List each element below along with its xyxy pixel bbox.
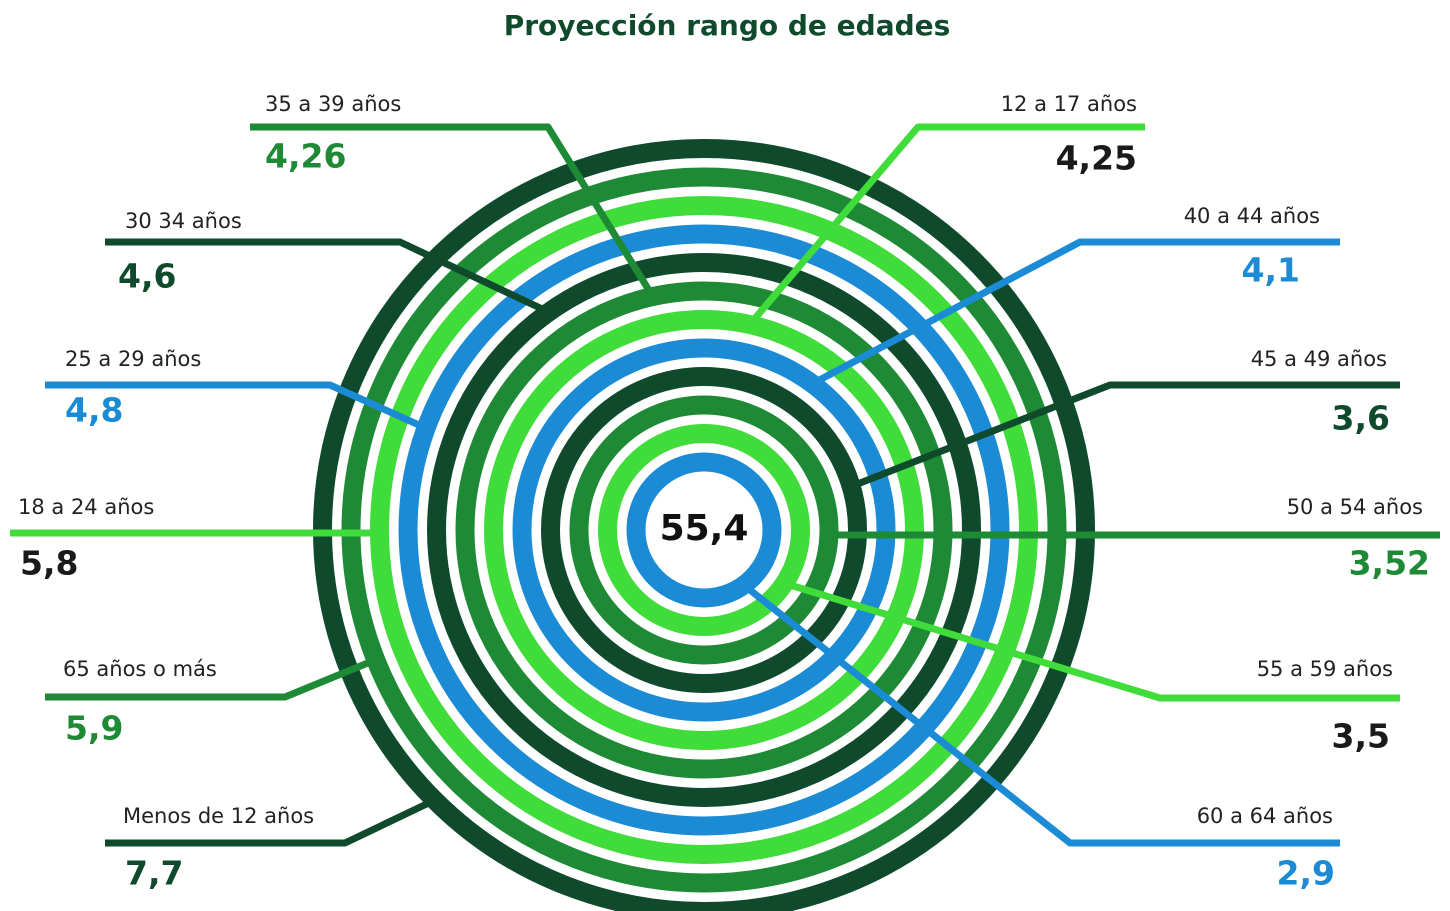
age-value: 4,6: [118, 257, 176, 296]
age-value: 4,8: [65, 391, 123, 430]
age-label: 45 a 49 años: [1251, 347, 1387, 371]
ring: [541, 367, 867, 693]
rings: [313, 139, 1095, 911]
leader-line: [105, 796, 437, 847]
age-value: 3,5: [1332, 717, 1390, 756]
age-label: 55 a 59 años: [1257, 657, 1393, 681]
leader-line: [788, 581, 1400, 702]
ring: [398, 224, 1010, 836]
age-label: 12 a 17 años: [1001, 92, 1137, 116]
age-label: 25 a 29 años: [65, 347, 201, 371]
age-value: 7,7: [125, 854, 183, 893]
ring: [455, 281, 953, 779]
age-label: 65 años o más: [63, 657, 217, 681]
leader-line: [45, 656, 377, 701]
leader-line: [808, 238, 1340, 389]
age-label: 35 a 39 años: [265, 92, 401, 116]
ring: [598, 424, 810, 636]
age-value: 5,9: [65, 709, 123, 748]
ring: [484, 310, 924, 750]
leader-line: [45, 381, 432, 434]
ring: [427, 253, 981, 807]
age-label: 40 a 44 años: [1184, 204, 1320, 228]
leader-line: [105, 238, 557, 319]
age-value: 5,8: [20, 544, 78, 583]
age-value: 2,9: [1277, 854, 1335, 893]
leader-line: [742, 123, 1145, 333]
age-value: 4,25: [1056, 139, 1137, 178]
ring: [512, 338, 896, 722]
age-value: 4,26: [265, 137, 346, 176]
ring: [569, 395, 839, 665]
leader-line: [853, 381, 1400, 489]
age-value: 3,52: [1349, 544, 1430, 583]
age-value: 3,6: [1332, 399, 1390, 438]
age-label: Menos de 12 años: [123, 804, 314, 828]
title: Proyección rango de edades: [504, 9, 951, 42]
leader-line: [747, 587, 1340, 847]
age-label: 18 a 24 años: [18, 495, 154, 519]
total: 55,4: [660, 508, 749, 549]
ring: [626, 452, 782, 608]
leader-line: [250, 123, 658, 302]
age-value: 4,1: [1242, 251, 1300, 290]
age-label: 50 a 54 años: [1287, 495, 1423, 519]
age-label: 30 34 años: [125, 209, 242, 233]
leaders: [10, 123, 1440, 847]
age-label: 60 a 64 años: [1197, 804, 1333, 828]
